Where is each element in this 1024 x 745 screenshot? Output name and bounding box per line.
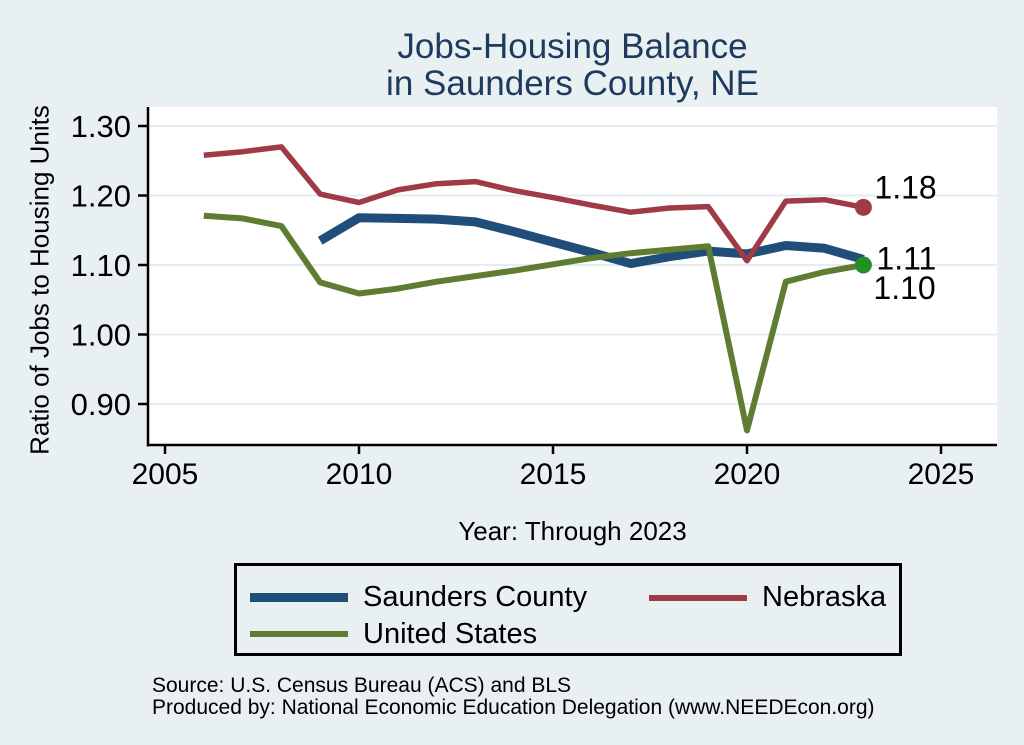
- legend-swatch-saunders-county: [250, 593, 348, 602]
- end-dot-nebraska: [854, 198, 872, 216]
- x-tick-label: 2020: [714, 458, 781, 491]
- end-label-saunders-county: 1.11: [876, 240, 936, 276]
- series-line-nebraska: [203, 144, 864, 264]
- y-tick-label: 0.90: [71, 387, 131, 422]
- y-tick-label: 1.30: [71, 109, 131, 144]
- legend-swatch-united-states: [250, 631, 348, 637]
- x-tick-label: 2005: [132, 458, 199, 491]
- y-tick-label: 1.10: [71, 248, 131, 283]
- legend-swatch-nebraska: [649, 595, 747, 601]
- legend-label-nebraska: Nebraska: [762, 581, 887, 613]
- x-tick-label: 2025: [908, 458, 975, 491]
- source-note: Source: U.S. Census Bureau (ACS) and BLS…: [152, 675, 875, 719]
- series-line-saunders-county: [317, 213, 865, 269]
- chart-title-line1: Jobs-Housing Balance: [397, 27, 748, 66]
- x-tick-label: 2015: [520, 458, 587, 491]
- legend: Saunders County Nebraska United States: [234, 563, 902, 656]
- end-dot-united-states: [854, 256, 872, 274]
- produced-by-line: Produced by: National Economic Education…: [152, 696, 875, 719]
- end-label-nebraska: 1.18: [874, 169, 936, 205]
- x-axis-title: Year: Through 2023: [458, 516, 687, 546]
- x-tick-label: 2010: [326, 458, 393, 491]
- series-line-united-states: [203, 212, 864, 434]
- source-line: Source: U.S. Census Bureau (ACS) and BLS: [152, 674, 572, 697]
- legend-label-united-states: United States: [363, 618, 538, 650]
- plot-background: [148, 107, 997, 445]
- chart-title-line2: in Saunders County, NE: [386, 64, 759, 103]
- y-tick-label: 1.20: [71, 179, 131, 214]
- legend-label-saunders-county: Saunders County: [363, 581, 588, 613]
- y-tick-label: 1.00: [71, 318, 131, 353]
- end-label-united-states: 1.10: [873, 270, 935, 306]
- chart-title: Jobs-Housing Balance in Saunders County,…: [148, 28, 997, 102]
